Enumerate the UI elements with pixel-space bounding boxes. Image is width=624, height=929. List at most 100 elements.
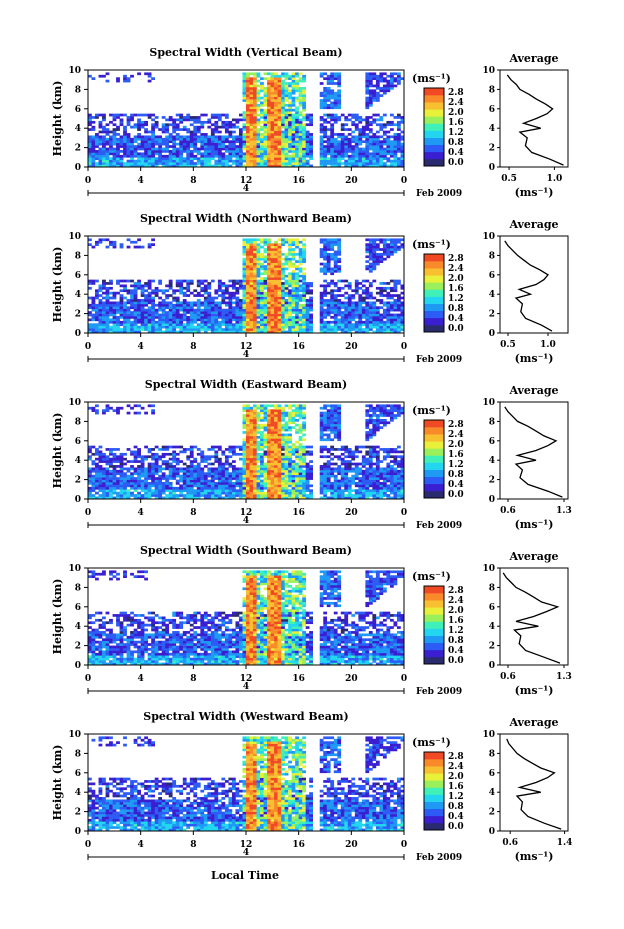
profile-y-tick-label: 10 xyxy=(482,564,495,574)
profile-y-tick-label: 0 xyxy=(489,661,495,671)
y-axis-label: Height (km) xyxy=(51,81,64,157)
colorbar-frame xyxy=(423,585,445,665)
y-tick-label: 8 xyxy=(75,85,81,95)
y-tick-label: 8 xyxy=(75,251,81,261)
panel-3: Spectral Width (Eastward Beam) 0 2 4 6 8 10 Hei… xyxy=(51,378,572,531)
colorbar-segment xyxy=(424,600,444,608)
colorbar-segment xyxy=(424,268,444,276)
profile-y-tick-label: 10 xyxy=(482,398,495,408)
colorbar-tick-label: 0.4 xyxy=(448,314,464,324)
colorbar-segment xyxy=(424,759,444,767)
profile-y-tick-label: 4 xyxy=(489,124,495,134)
x-tick-label: 0 xyxy=(85,674,91,684)
panel-title: Spectral Width (Vertical Beam) xyxy=(149,46,342,59)
colorbar-segment xyxy=(424,310,444,319)
x-tick-label: 8 xyxy=(190,176,196,186)
y-tick-label: 6 xyxy=(75,271,81,281)
profile-y-tick-label: 2 xyxy=(489,476,495,486)
colorbar-units: (ms⁻¹) xyxy=(412,72,451,85)
colorbar-segment xyxy=(424,801,444,810)
colorbar-tick-label: 2.0 xyxy=(448,108,464,118)
x-tick-label: 20 xyxy=(345,176,358,186)
profile-x-label: (ms⁻¹) xyxy=(515,684,554,697)
colorbar-segment xyxy=(424,261,444,269)
colorbar-tick-label: 2.8 xyxy=(448,254,464,264)
y-tick-label: 0 xyxy=(75,827,81,837)
colorbar-tick-label: 2.0 xyxy=(448,440,464,450)
colorbar-segment xyxy=(424,289,444,297)
panel-title: Spectral Width (Westward Beam) xyxy=(143,710,348,723)
x-tick-label: 16 xyxy=(292,508,305,518)
x-tick-label: 0 xyxy=(85,840,91,850)
y-tick-label: 10 xyxy=(68,730,81,740)
profile-y-tick-label: 6 xyxy=(489,437,495,447)
profile-frame xyxy=(499,733,569,832)
y-tick-label: 2 xyxy=(75,310,81,320)
profile-x-tick-label: 0.5 xyxy=(500,340,516,350)
y-tick-label: 0 xyxy=(75,661,81,671)
colorbar-segment xyxy=(424,317,444,326)
colorbar-tick-label: 2.4 xyxy=(448,762,464,772)
colorbar-tick-label: 2.4 xyxy=(448,98,464,108)
colorbar-tick-label: 0.0 xyxy=(448,656,464,666)
panel-4: Spectral Width (Southward Beam) 0 2 4 6 8 10 He… xyxy=(51,544,572,697)
colorbar-segment xyxy=(424,822,444,831)
x-tick-label: 16 xyxy=(292,674,305,684)
colorbar-segment xyxy=(424,607,444,615)
colorbar-tick-label: 0.4 xyxy=(448,812,464,822)
colorbar-units: (ms⁻¹) xyxy=(412,736,451,749)
profile-x-tick-label: 0.6 xyxy=(500,506,516,516)
date-label: Feb 2009 xyxy=(416,687,462,697)
colorbar-tick-label: 0.4 xyxy=(448,480,464,490)
colorbar-segment xyxy=(424,109,444,117)
profile-y-tick-label: 2 xyxy=(489,310,495,320)
colorbar-segment xyxy=(424,324,444,333)
profile-y-tick-label: 6 xyxy=(489,603,495,613)
colorbar-segment xyxy=(424,490,444,499)
x-axis-label: Local Time xyxy=(211,869,279,882)
x-tick-label: 0 xyxy=(401,176,407,186)
profile-x-label: (ms⁻¹) xyxy=(515,850,554,863)
colorbar-tick-label: 0.8 xyxy=(448,470,464,480)
colorbar-segment xyxy=(424,441,444,449)
profile-y-tick-label: 6 xyxy=(489,271,495,281)
profile-y-tick-label: 4 xyxy=(489,622,495,632)
date-label: Feb 2009 xyxy=(416,189,462,199)
colorbar-segment xyxy=(424,137,444,146)
profile-y-tick-label: 0 xyxy=(489,329,495,339)
x-tick-label: 12 xyxy=(240,840,253,850)
colorbar-tick-label: 0.0 xyxy=(448,490,464,500)
colorbar-units: (ms⁻¹) xyxy=(412,570,451,583)
colorbar-units: (ms⁻¹) xyxy=(412,238,451,251)
x-tick-label: 0 xyxy=(85,508,91,518)
colorbar-tick-label: 1.6 xyxy=(448,118,464,128)
profile-y-tick-label: 8 xyxy=(489,749,495,759)
y-tick-label: 10 xyxy=(68,564,81,574)
profile-frame xyxy=(499,235,569,334)
colorbar-segment xyxy=(424,773,444,781)
y-tick-label: 6 xyxy=(75,603,81,613)
colorbar-tick-label: 1.6 xyxy=(448,616,464,626)
colorbar-frame xyxy=(423,419,445,499)
y-axis-label: Height (km) xyxy=(51,413,64,489)
profile-line xyxy=(506,738,562,830)
colorbar-tick-label: 2.8 xyxy=(448,586,464,596)
x-tick-label: 0 xyxy=(401,674,407,684)
colorbar-tick-label: 2.0 xyxy=(448,606,464,616)
y-tick-label: 0 xyxy=(75,163,81,173)
colorbar-tick-label: 1.2 xyxy=(448,460,464,470)
colorbar-segment xyxy=(424,448,444,456)
colorbar-segment xyxy=(424,794,444,802)
y-tick-label: 10 xyxy=(68,398,81,408)
x-tick-label: 20 xyxy=(345,508,358,518)
x-tick-label: 4 xyxy=(138,176,144,186)
colorbar-segment xyxy=(424,116,444,124)
colorbar-segment xyxy=(424,635,444,644)
x-tick-label: 20 xyxy=(345,674,358,684)
colorbar-tick-label: 1.2 xyxy=(448,294,464,304)
y-tick-label: 10 xyxy=(68,232,81,242)
y-tick-label: 4 xyxy=(75,622,81,632)
colorbar-segment xyxy=(424,476,444,485)
colorbar-segment xyxy=(424,427,444,435)
colorbar-segment xyxy=(424,586,444,594)
